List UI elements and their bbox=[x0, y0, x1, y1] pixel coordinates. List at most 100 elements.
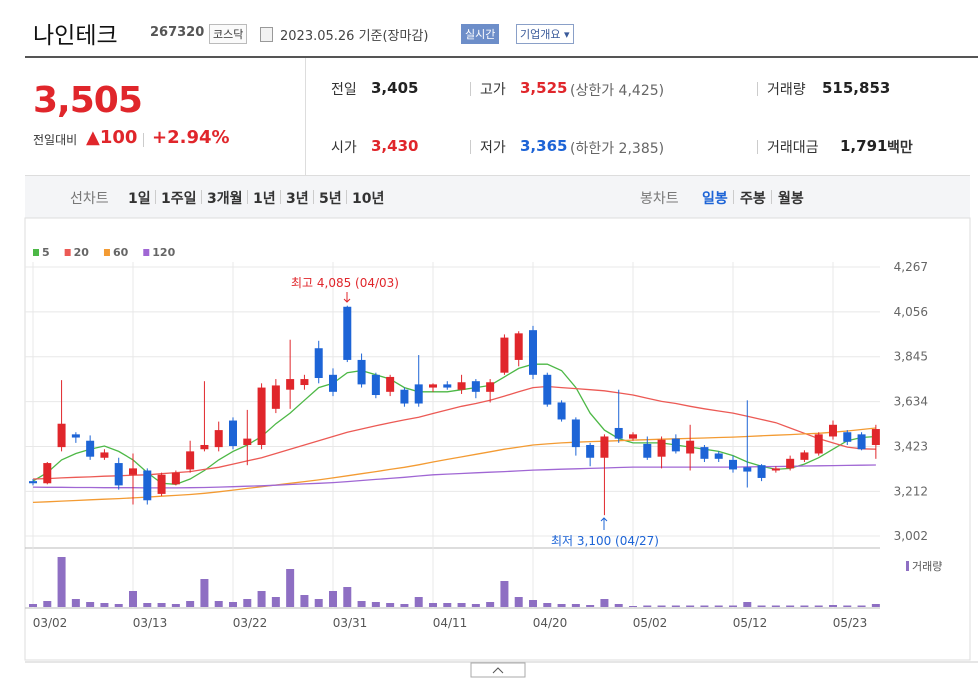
market-badge: 코스닥 bbox=[209, 24, 248, 44]
candle-body bbox=[386, 376, 395, 392]
y-tick-label: 4,267 bbox=[894, 260, 928, 274]
volume-bar bbox=[571, 604, 580, 607]
annotation-arrowhead bbox=[600, 517, 608, 522]
period-tab[interactable]: 1주일 bbox=[161, 191, 197, 207]
price-box bbox=[25, 58, 306, 175]
header-rule bbox=[25, 56, 978, 58]
candle-body bbox=[843, 432, 852, 442]
candle-body bbox=[29, 481, 37, 484]
candle-body bbox=[686, 440, 695, 454]
line-chart-label: 선차트 bbox=[70, 191, 109, 207]
volume-bar bbox=[300, 595, 309, 607]
volume-bar bbox=[629, 606, 637, 607]
x-tick-label: 05/02 bbox=[633, 616, 668, 630]
legend-label: 20 bbox=[74, 246, 90, 259]
candle-body bbox=[71, 434, 80, 438]
x-tick-label: 05/23 bbox=[833, 616, 868, 630]
amount-label: 거래대금 bbox=[767, 140, 819, 156]
company-info-button[interactable]: 기업개요 ▾ bbox=[516, 24, 574, 44]
volume-bar bbox=[71, 599, 80, 607]
volume-bar bbox=[529, 600, 537, 607]
candle-tab[interactable]: 일봉 bbox=[702, 191, 728, 207]
candle-tab[interactable]: 월봉 bbox=[778, 191, 804, 207]
legend-swatch bbox=[143, 249, 150, 256]
volume-bar bbox=[343, 587, 352, 607]
period-tab[interactable]: 1년 bbox=[253, 191, 276, 207]
change-rate: +2.94% bbox=[152, 127, 230, 148]
volume-bar bbox=[314, 599, 323, 607]
candle-body bbox=[457, 382, 466, 390]
candle-body bbox=[114, 463, 123, 486]
volume-bar bbox=[443, 603, 452, 607]
volume-bar bbox=[100, 603, 109, 607]
volume-legend: 거래량 bbox=[912, 560, 942, 573]
candle-body bbox=[243, 438, 252, 445]
period-tab[interactable]: 1일 bbox=[128, 191, 151, 207]
candle-body bbox=[729, 459, 737, 470]
candle-body bbox=[214, 430, 223, 448]
candle-body bbox=[157, 474, 166, 494]
volume-bar bbox=[643, 605, 652, 607]
volume-bar bbox=[471, 604, 480, 607]
volume-bar bbox=[800, 605, 809, 607]
volume-bar bbox=[500, 581, 509, 607]
volume-bar bbox=[829, 605, 837, 607]
separator bbox=[757, 82, 758, 96]
lower-limit: (하한가 2,385) bbox=[570, 141, 665, 157]
x-tick-label: 03/02 bbox=[33, 616, 68, 630]
candle-body bbox=[300, 379, 309, 386]
amount-unit: 백만 bbox=[887, 140, 913, 156]
volume-bar bbox=[400, 604, 409, 607]
period-tab[interactable]: 5년 bbox=[319, 191, 342, 207]
candle-body bbox=[514, 333, 523, 360]
separator bbox=[733, 190, 734, 204]
candle-body bbox=[543, 374, 552, 405]
separator bbox=[280, 190, 281, 204]
volume-bar bbox=[257, 591, 266, 607]
candle-body bbox=[829, 424, 837, 437]
separator bbox=[771, 190, 772, 204]
separator bbox=[346, 190, 347, 204]
volume-bar bbox=[200, 579, 209, 607]
period-tab[interactable]: 10년 bbox=[352, 191, 385, 207]
volume-bar bbox=[814, 605, 823, 607]
tab-bar bbox=[25, 175, 970, 219]
candle-body bbox=[357, 359, 366, 385]
candle-tab[interactable]: 주봉 bbox=[740, 191, 766, 207]
period-tab[interactable]: 3개월 bbox=[207, 191, 243, 207]
x-tick-label: 03/31 bbox=[333, 616, 368, 630]
volume-bar bbox=[543, 603, 552, 607]
y-tick-label: 3,002 bbox=[894, 529, 928, 543]
date: 2023.05.26 기준(장마감) bbox=[280, 29, 429, 44]
legend-label: 60 bbox=[113, 246, 129, 259]
candle-body bbox=[329, 374, 337, 392]
separator bbox=[313, 190, 314, 204]
x-tick-label: 04/20 bbox=[533, 616, 568, 630]
realtime-button[interactable]: 실시간 bbox=[461, 24, 500, 44]
upper-limit: (상한가 4,425) bbox=[570, 83, 665, 99]
prev-close-label: 전일 bbox=[331, 82, 357, 98]
company-info: 기업개요 bbox=[520, 28, 561, 41]
volume-bar bbox=[357, 601, 366, 607]
volume-bar bbox=[214, 601, 223, 607]
candle-body bbox=[557, 402, 566, 420]
collapse-button[interactable] bbox=[470, 662, 526, 678]
volume-bar bbox=[729, 605, 737, 607]
annotation: 최고 4,085 (04/03) bbox=[291, 276, 399, 290]
candle-chart-label: 봉차트 bbox=[640, 191, 679, 207]
volume-bar bbox=[229, 602, 237, 607]
volume-bar bbox=[243, 599, 252, 607]
volume-bar bbox=[271, 597, 280, 607]
candle-body bbox=[229, 420, 237, 447]
volume-bar bbox=[386, 603, 395, 607]
candle-body bbox=[614, 427, 623, 439]
candle-body bbox=[286, 379, 295, 390]
candle-body bbox=[271, 385, 280, 409]
volume-bar bbox=[657, 605, 666, 607]
volume-bar bbox=[43, 601, 52, 607]
period-tab[interactable]: 3년 bbox=[286, 191, 309, 207]
candle-body bbox=[57, 423, 66, 448]
high-label: 고가 bbox=[480, 82, 506, 98]
candle-body bbox=[43, 463, 52, 484]
volume-bar bbox=[843, 605, 852, 607]
